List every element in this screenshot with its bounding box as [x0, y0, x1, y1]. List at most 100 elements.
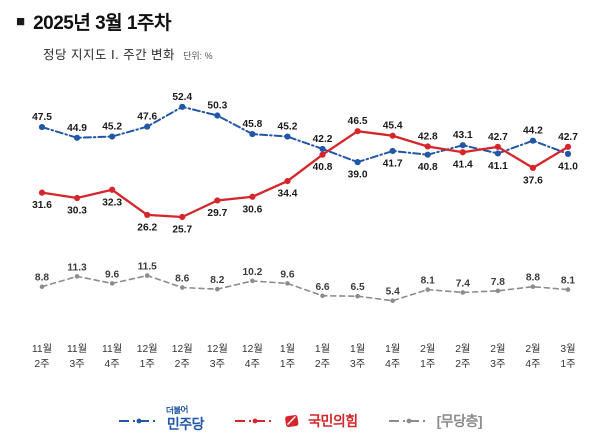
- marker-unaffiliated: [215, 286, 220, 292]
- marker-unaffiliated: [285, 281, 290, 286]
- marker-democratic-party: [459, 142, 466, 149]
- x-axis-label: 4주: [105, 359, 120, 370]
- x-axis-label: 4주: [385, 359, 400, 370]
- value-label-people-power-party: 37.6: [523, 175, 543, 186]
- marker-people-power-party: [354, 128, 361, 135]
- marker-people-power-party: [459, 149, 466, 156]
- x-axis-label: 12월: [207, 343, 228, 355]
- marker-unaffiliated: [460, 290, 466, 295]
- marker-unaffiliated: [565, 287, 571, 292]
- marker-democratic-party: [494, 150, 501, 157]
- marker-unaffiliated: [74, 274, 80, 279]
- marker-people-power-party: [109, 186, 116, 193]
- marker-unaffiliated: [320, 293, 325, 299]
- value-label-democratic-party: 45.8: [242, 119, 262, 130]
- x-axis-label: 11월: [67, 343, 87, 355]
- x-axis-label: 2주: [455, 359, 470, 370]
- value-label-people-power-party: 40.8: [313, 162, 333, 173]
- marker-people-power-party: [284, 178, 291, 185]
- value-label-unaffiliated: 6.5: [351, 282, 365, 293]
- marker-unaffiliated: [355, 293, 360, 299]
- x-axis-label: 1월: [385, 343, 400, 355]
- value-label-unaffiliated: 8.1: [421, 276, 435, 287]
- x-axis-label: 12월: [242, 343, 263, 355]
- x-axis-label: 1월: [315, 343, 330, 355]
- x-axis-label: 11월: [32, 343, 52, 355]
- value-label-democratic-party: 40.8: [418, 162, 438, 173]
- value-label-democratic-party: 43.1: [453, 130, 473, 141]
- value-label-unaffiliated: 8.8: [526, 273, 540, 284]
- marker-people-power-party: [179, 213, 186, 221]
- series-line-unaffiliated: [41, 274, 569, 302]
- x-axis-label: 2월: [525, 343, 540, 355]
- x-axis-label: 3주: [490, 359, 505, 370]
- value-label-people-power-party: 42.7: [488, 132, 508, 143]
- value-label-democratic-party: 41.7: [383, 158, 403, 169]
- value-label-people-power-party: 31.6: [32, 200, 52, 211]
- x-axis-label: 2월: [420, 343, 435, 355]
- marker-democratic-party: [38, 123, 46, 131]
- marker-democratic-party: [424, 151, 431, 158]
- marker-democratic-party: [214, 112, 221, 119]
- value-label-democratic-party: 44.9: [67, 123, 87, 134]
- x-axis-label: 11월: [102, 343, 122, 355]
- marker-democratic-party: [319, 145, 326, 153]
- value-label-people-power-party: 45.4: [383, 121, 403, 132]
- x-axis-label: 12월: [137, 343, 158, 355]
- marker-people-power-party: [529, 164, 537, 171]
- value-label-people-power-party: 30.3: [67, 206, 87, 217]
- x-axis-label: 2주: [175, 359, 190, 370]
- democratic-party-sublabel: 더불어: [165, 404, 189, 416]
- people-power-party-line-icon: [235, 418, 276, 423]
- marker-unaffiliated: [179, 285, 185, 290]
- value-label-unaffiliated: 11.5: [138, 262, 158, 273]
- value-label-democratic-party: 50.3: [207, 101, 227, 112]
- value-label-people-power-party: 41.4: [453, 160, 473, 171]
- unaffiliated-line-icon: [388, 418, 429, 423]
- value-label-people-power-party: 42.7: [558, 132, 578, 143]
- x-axis-label: 1주: [420, 359, 435, 370]
- title-bullet-icon: ■: [16, 13, 26, 30]
- value-label-people-power-party: 26.2: [137, 222, 157, 233]
- value-label-unaffiliated: 8.1: [561, 276, 575, 287]
- marker-people-power-party: [249, 193, 256, 200]
- x-axis-label: 2월: [490, 343, 505, 355]
- x-axis-label: 1주: [140, 359, 155, 370]
- value-label-unaffiliated: 11.3: [67, 262, 87, 273]
- marker-unaffiliated: [390, 298, 395, 304]
- marker-people-power-party: [38, 189, 46, 196]
- value-label-democratic-party: 39.0: [348, 170, 368, 181]
- marker-people-power-party: [494, 143, 501, 150]
- x-axis-label: 4주: [525, 359, 540, 370]
- marker-democratic-party: [389, 147, 396, 155]
- legend-item-people-power-party: 국민의힘: [234, 411, 358, 431]
- value-label-unaffiliated: 7.4: [456, 278, 470, 289]
- marker-unaffiliated: [109, 281, 115, 286]
- value-label-democratic-party: 47.6: [137, 112, 157, 123]
- x-axis-label: 2월: [455, 343, 470, 355]
- x-axis-label: 2주: [34, 359, 49, 370]
- marker-unaffiliated: [39, 284, 45, 290]
- x-axis-label: 1월: [280, 343, 295, 355]
- marker-unaffiliated: [495, 288, 501, 294]
- x-axis-label: 3주: [350, 359, 365, 370]
- marker-democratic-party: [564, 150, 572, 157]
- marker-unaffiliated: [530, 284, 536, 290]
- value-label-people-power-party: 32.3: [102, 197, 122, 208]
- value-label-unaffiliated: 8.2: [210, 275, 224, 286]
- value-label-people-power-party: 34.4: [278, 189, 298, 200]
- series-line-people-power-party: [40, 129, 570, 219]
- marker-democratic-party: [284, 133, 291, 140]
- unit-label: 단위: %: [183, 51, 213, 61]
- value-label-democratic-party: 41.0: [558, 161, 578, 172]
- x-axis-label: 1주: [560, 359, 575, 370]
- value-label-people-power-party: 29.7: [207, 208, 227, 219]
- value-label-democratic-party: 45.2: [102, 122, 122, 133]
- marker-democratic-party: [354, 159, 361, 166]
- value-label-unaffiliated: 9.6: [280, 269, 294, 280]
- marker-unaffiliated: [144, 273, 150, 278]
- people-power-party-label: 국민의힘: [308, 412, 358, 429]
- marker-democratic-party: [249, 130, 256, 138]
- value-label-people-power-party: 42.8: [418, 131, 438, 142]
